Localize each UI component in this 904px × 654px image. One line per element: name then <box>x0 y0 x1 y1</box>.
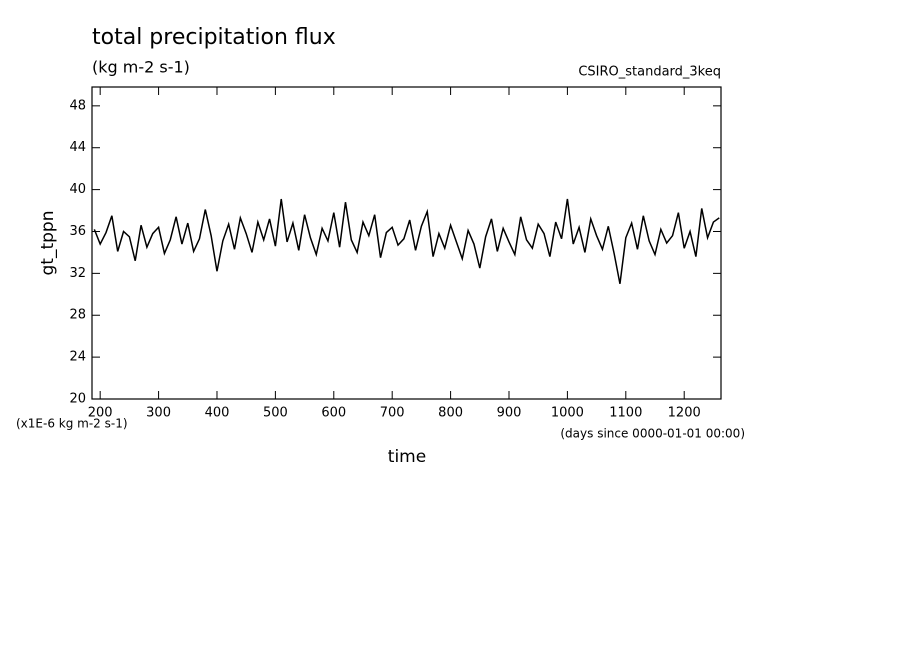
y-tick-label: 40 <box>69 182 86 197</box>
x-tick-label: 300 <box>146 406 171 421</box>
x-tick-label: 800 <box>438 406 463 421</box>
x-tick-label: 700 <box>380 406 405 421</box>
x-tick-label: 1100 <box>609 406 642 421</box>
data-line <box>93 198 720 284</box>
y-tick-label: 44 <box>69 140 86 155</box>
x-tick-label: 500 <box>263 406 288 421</box>
chart-subtitle: (kg m-2 s-1) <box>92 58 190 77</box>
chart-title: total precipitation flux <box>92 25 336 50</box>
dataset-label: CSIRO_standard_3keq <box>578 65 721 80</box>
y-axis-title: gt_tppn <box>38 211 58 276</box>
x-units: (days since 0000-01-01 00:00) <box>560 427 745 441</box>
x-tick-label: 600 <box>321 406 346 421</box>
y-tick-label: 24 <box>69 350 86 365</box>
y-units: (x1E-6 kg m-2 s-1) <box>16 417 128 431</box>
y-tick-label: 48 <box>69 98 86 113</box>
x-tick-label: 200 <box>88 406 113 421</box>
x-axis-title: time <box>388 447 426 467</box>
y-tick-label: 36 <box>69 224 86 239</box>
y-tick-label: 28 <box>69 308 86 323</box>
plot-frame <box>91 86 722 400</box>
x-tick-label: 1200 <box>668 406 701 421</box>
x-tick-label: 1000 <box>551 406 584 421</box>
y-tick-label: 32 <box>69 266 86 281</box>
x-tick-label: 900 <box>497 406 522 421</box>
y-tick-label: 20 <box>69 392 86 407</box>
x-tick-label: 400 <box>205 406 230 421</box>
